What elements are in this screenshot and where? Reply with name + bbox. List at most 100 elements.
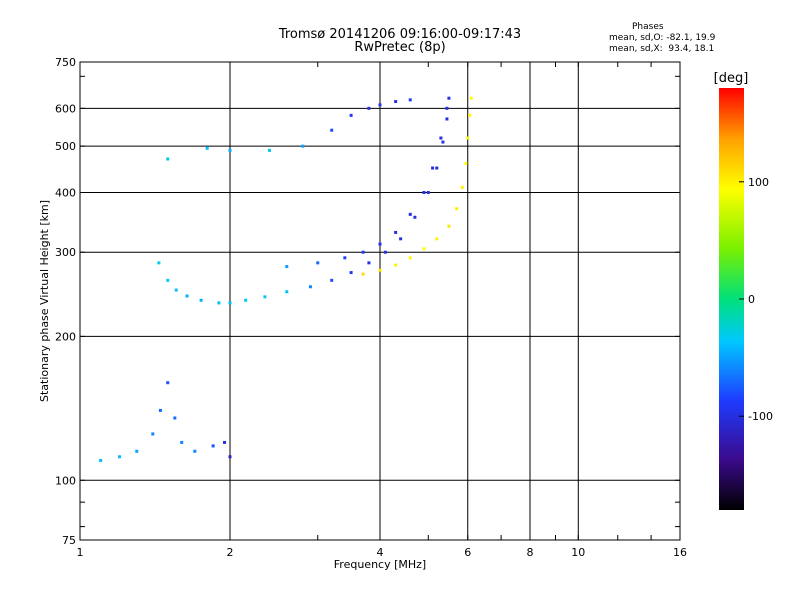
data-point [301,144,305,148]
data-point [445,117,449,121]
data-point [394,100,398,104]
data-point [180,440,184,444]
data-point [445,106,449,110]
chart-subtitle: RwPretec (8p) [354,40,446,55]
data-point [394,263,398,267]
data-point [466,136,470,140]
data-point [361,272,365,276]
data-point [173,416,177,420]
data-point [431,166,435,170]
data-point [469,96,473,100]
data-point [316,261,320,265]
data-point [349,271,353,275]
data-points [99,96,473,462]
data-point [447,96,451,100]
data-point [263,295,267,299]
data-point [468,113,472,117]
data-point [285,290,289,294]
data-point [441,140,445,144]
colorbar-tick-label: -100 [748,410,773,423]
data-point [166,278,170,282]
y-tick-label: 400 [55,186,76,199]
data-point [228,455,232,459]
y-tick-label: 750 [55,56,76,69]
colorbar-label: [deg] [714,71,749,86]
y-tick-label: 200 [55,330,76,343]
data-point [151,432,155,436]
data-point [378,268,382,272]
data-point [378,242,382,246]
colorbar-tick-label: 100 [748,176,769,189]
data-point [426,190,430,194]
axis-ticks: 1 2 4 6 8 10 16 75 100 200 300 400 500 600 750 [55,56,687,559]
data-point [174,288,178,292]
y-axis-label: Stationary phase Virtual Height [km] [38,200,51,402]
data-point [135,449,139,453]
data-point [205,146,209,150]
data-point [383,250,387,254]
y-tick-label: 300 [55,246,76,259]
data-point [185,294,189,298]
x-tick-label: 4 [377,546,384,559]
data-point [343,256,347,260]
data-point [408,256,412,260]
data-point [211,444,215,448]
data-point [330,128,334,132]
data-point [399,237,403,241]
x-tick-label: 2 [227,546,234,559]
x-tick-label: 16 [673,546,687,559]
data-point [158,408,162,412]
phase-header: Phases [632,22,664,32]
y-tick-label: 600 [55,102,76,115]
data-point [199,298,203,302]
data-point [435,166,439,170]
data-point [378,103,382,107]
x-tick-label: 1 [77,546,84,559]
data-point [228,301,232,305]
x-tick-label: 8 [527,546,534,559]
data-point [447,224,451,228]
gridlines [80,62,680,540]
colorbar-tick-label: 0 [748,293,755,306]
chart-title: Tromsø 20141206 09:16:00-09:17:43 [278,27,522,42]
data-point [367,261,371,265]
data-point [422,247,426,251]
data-point [223,440,227,444]
data-point [422,190,426,194]
data-point [166,157,170,161]
data-point [267,148,271,152]
data-point [413,215,417,219]
data-point [308,285,312,289]
x-axis-label: Frequency [MHz] [334,558,426,571]
data-point [361,250,365,254]
data-point [244,298,248,302]
data-point [408,212,412,216]
data-point [228,148,232,152]
data-point [217,301,221,305]
data-point [394,230,398,234]
data-point [166,381,170,385]
data-point [285,265,289,269]
data-point [99,458,103,462]
data-point [460,185,464,189]
data-point [193,449,197,453]
phase-o-stats: mean, sd,O: -82.1, 19.9 [609,33,716,43]
y-tick-label: 500 [55,140,76,153]
data-point [408,98,412,102]
colorbar-ticks: -100 0 100 [739,176,773,423]
phase-x-stats: mean, sd,X: 93.4, 18.1 [609,44,715,54]
data-point [455,207,459,211]
data-point [349,113,353,117]
data-point [367,106,371,110]
data-point [464,161,468,165]
data-point [435,237,439,241]
data-point [330,278,334,282]
x-tick-label: 10 [571,546,585,559]
data-point [439,136,443,140]
x-tick-label: 6 [464,546,471,559]
data-point [117,455,121,459]
y-tick-label: 100 [55,474,76,487]
data-point [157,261,161,265]
y-tick-label: 75 [62,534,76,547]
